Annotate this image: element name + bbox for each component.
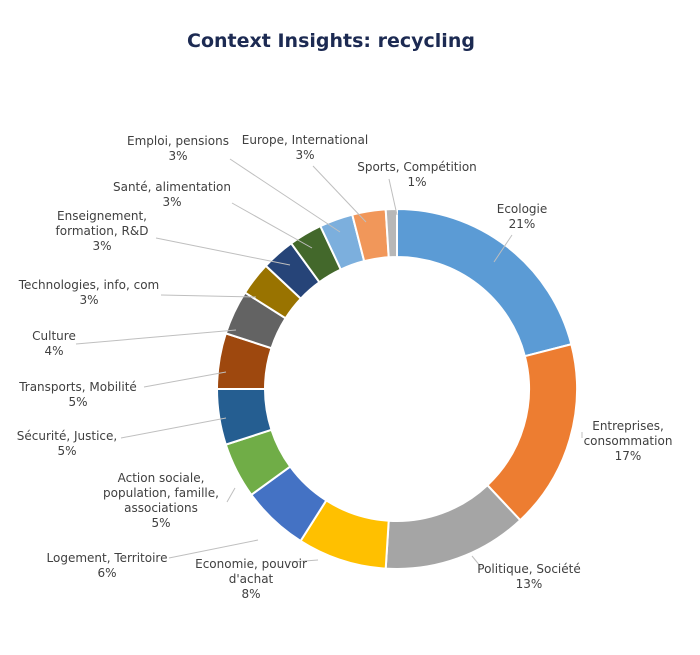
slice-value-label: 3% xyxy=(79,293,98,307)
leader-line xyxy=(143,371,227,388)
slice-value-label: 3% xyxy=(92,239,111,253)
donut-slice xyxy=(396,207,573,358)
slice-value-label: 5% xyxy=(151,516,170,530)
donut-slice xyxy=(384,483,522,570)
leader-line xyxy=(471,555,482,568)
slice-value-label: 17% xyxy=(615,449,642,463)
leader-line xyxy=(226,487,236,503)
slice-label: Entreprises, consommation 17% xyxy=(584,419,673,463)
slice-label: Culture 4% xyxy=(32,329,76,358)
chart-title: Context Insights: recycling xyxy=(187,30,475,52)
slice-value-label: 21% xyxy=(509,217,536,231)
slice-value-label: 3% xyxy=(295,148,314,162)
slice-value-label: 3% xyxy=(168,149,187,163)
slice-label: Action sociale, population, famille, assoc… xyxy=(103,471,219,530)
slice-value-label: 6% xyxy=(97,566,116,580)
slice-value-label: 1% xyxy=(407,175,426,189)
slice-value-label: 5% xyxy=(57,444,76,458)
leader-line xyxy=(388,178,398,216)
leader-line xyxy=(168,539,259,559)
slice-value-label: 4% xyxy=(44,344,63,358)
leader-line xyxy=(231,202,313,249)
slice-label: Economie, pouvoir d'achat 8% xyxy=(195,557,307,601)
leader-line xyxy=(160,294,257,298)
leader-line xyxy=(493,234,513,263)
slice-label: Transports, Mobilité 5% xyxy=(18,380,137,409)
slice-label: Technologies, info, com 3% xyxy=(18,278,159,307)
slice-value-label: 3% xyxy=(162,195,181,209)
leader-line xyxy=(229,158,341,233)
slice-label: Santé, alimentation 3% xyxy=(113,180,231,209)
slice-label: Sports, Compétition 1% xyxy=(357,160,477,189)
slice-label: Ecologie 21% xyxy=(497,202,548,231)
donut-slice xyxy=(485,343,578,522)
slice-label: Sécurité, Justice, 5% xyxy=(17,429,117,458)
leader-line xyxy=(290,559,319,563)
slice-value-label: 13% xyxy=(516,577,543,591)
slice-label: Emploi, pensions 3% xyxy=(127,134,229,163)
leader-line xyxy=(155,237,291,266)
leader-line xyxy=(312,165,367,223)
donut-slice xyxy=(384,207,398,259)
slice-label: Europe, International 3% xyxy=(242,133,368,162)
leader-line xyxy=(120,417,227,439)
slice-label: Logement, Territoire 6% xyxy=(47,551,168,580)
slice-label: Politique, Société 13% xyxy=(477,562,580,591)
leader-line xyxy=(75,329,237,345)
slice-value-label: 8% xyxy=(241,587,260,601)
slice-label: Enseignement, formation, R&D 3% xyxy=(56,209,149,253)
slice-value-label: 5% xyxy=(68,395,87,409)
